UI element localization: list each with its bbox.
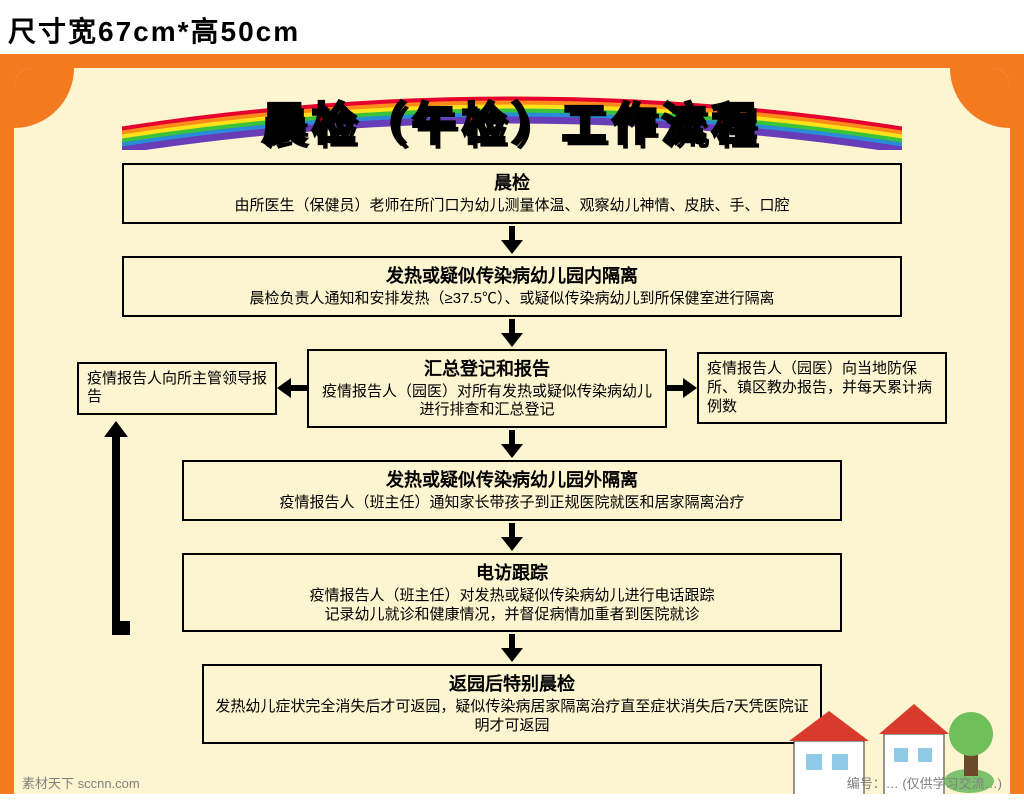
flow-node-phone-tracking: 电访跟踪 疫情报告人（班主任）对发热或疑似传染病幼儿进行电话跟踪 记录幼儿就诊和… bbox=[182, 553, 842, 633]
arrow-down-icon bbox=[499, 430, 525, 458]
node-title: 发热或疑似传染病幼儿园外隔离 bbox=[194, 466, 830, 492]
flow-node-internal-isolation: 发热或疑似传染病幼儿园内隔离 晨检负责人通知和安排发热（≥37.5℃）、或疑似传… bbox=[122, 256, 902, 317]
flowchart: 晨检 由所医生（保健员）老师在所门口为幼儿测量体温、观察幼儿神情、皮肤、手、口腔… bbox=[14, 163, 1010, 744]
meta-right: 编号：… (仅供学习交流…) bbox=[847, 773, 1002, 792]
meta-left: 素材天下 sccnn.com bbox=[22, 773, 140, 792]
poster-inner: 晨检（午检）工作流程 晨检 由所医生（保健员）老师在所门口为幼儿测量体温、观察幼… bbox=[14, 68, 1010, 794]
node-title: 汇总登记和报告 bbox=[319, 355, 655, 381]
flow-node-morning-check: 晨检 由所医生（保健员）老师在所门口为幼儿测量体温、观察幼儿神情、皮肤、手、口腔 bbox=[122, 163, 902, 224]
flow-node-external-isolation: 发热或疑似传染病幼儿园外隔离 疫情报告人（班主任）通知家长带孩子到正规医院就医和… bbox=[182, 460, 842, 521]
flow-node-return-check: 返园后特别晨检 发热幼儿症状完全消失后才可返园，疑似传染病居家隔离治疗直至症状消… bbox=[202, 664, 822, 744]
node-desc: 发热幼儿症状完全消失后才可返园，疑似传染病居家隔离治疗直至症状消失后7天凭医院证… bbox=[214, 698, 810, 736]
node-desc: 疫情报告人（班主任）对发热或疑似传染病幼儿进行电话跟踪 记录幼儿就诊和健康情况，… bbox=[194, 587, 830, 625]
node-title: 电访跟踪 bbox=[194, 559, 830, 585]
arrow-right-icon bbox=[667, 377, 697, 399]
poster-frame: 晨检（午检）工作流程 晨检 由所医生（保健员）老师在所门口为幼儿测量体温、观察幼… bbox=[0, 54, 1024, 794]
node-desc: 疫情报告人（园医）对所有发热或疑似传染病幼儿进行排查和汇总登记 bbox=[319, 383, 655, 421]
arrow-down-icon bbox=[499, 634, 525, 662]
dimension-label: 尺寸宽67cm*高50cm bbox=[0, 0, 1024, 54]
meta-bar: 素材天下 sccnn.com 编号：… (仅供学习交流…) bbox=[14, 773, 1010, 792]
arrow-up-feedback-icon bbox=[102, 421, 130, 641]
node-desc: 疫情报告人（班主任）通知家长带孩子到正规医院就医和居家隔离治疗 bbox=[194, 494, 830, 513]
node-desc: 晨检负责人通知和安排发热（≥37.5℃）、或疑似传染病幼儿到所保健室进行隔离 bbox=[134, 290, 890, 309]
poster-title: 晨检（午检）工作流程 bbox=[14, 88, 1010, 152]
node-desc: 疫情报告人向所主管领导报告 bbox=[87, 370, 267, 408]
node-title: 返园后特别晨检 bbox=[214, 670, 810, 696]
node-title: 晨检 bbox=[134, 169, 890, 195]
arrow-down-icon bbox=[499, 523, 525, 551]
arrow-down-icon bbox=[499, 319, 525, 347]
node-desc: 疫情报告人（园医）向当地防保所、镇区教办报告，并每天累计病例数 bbox=[707, 360, 937, 416]
flow-node-report-leader: 疫情报告人向所主管领导报告 bbox=[77, 362, 277, 416]
flow-node-report-authority: 疫情报告人（园医）向当地防保所、镇区教办报告，并每天累计病例数 bbox=[697, 352, 947, 424]
arrow-down-icon bbox=[499, 226, 525, 254]
flow-node-summary-report: 汇总登记和报告 疫情报告人（园医）对所有发热或疑似传染病幼儿进行排查和汇总登记 bbox=[307, 349, 667, 429]
node-title: 发热或疑似传染病幼儿园内隔离 bbox=[134, 262, 890, 288]
flow-row-branches: 疫情报告人向所主管领导报告 汇总登记和报告 疫情报告人（园医）对所有发热或疑似传… bbox=[14, 349, 1010, 429]
arrow-left-icon bbox=[277, 377, 307, 399]
node-desc: 由所医生（保健员）老师在所门口为幼儿测量体温、观察幼儿神情、皮肤、手、口腔 bbox=[134, 197, 890, 216]
